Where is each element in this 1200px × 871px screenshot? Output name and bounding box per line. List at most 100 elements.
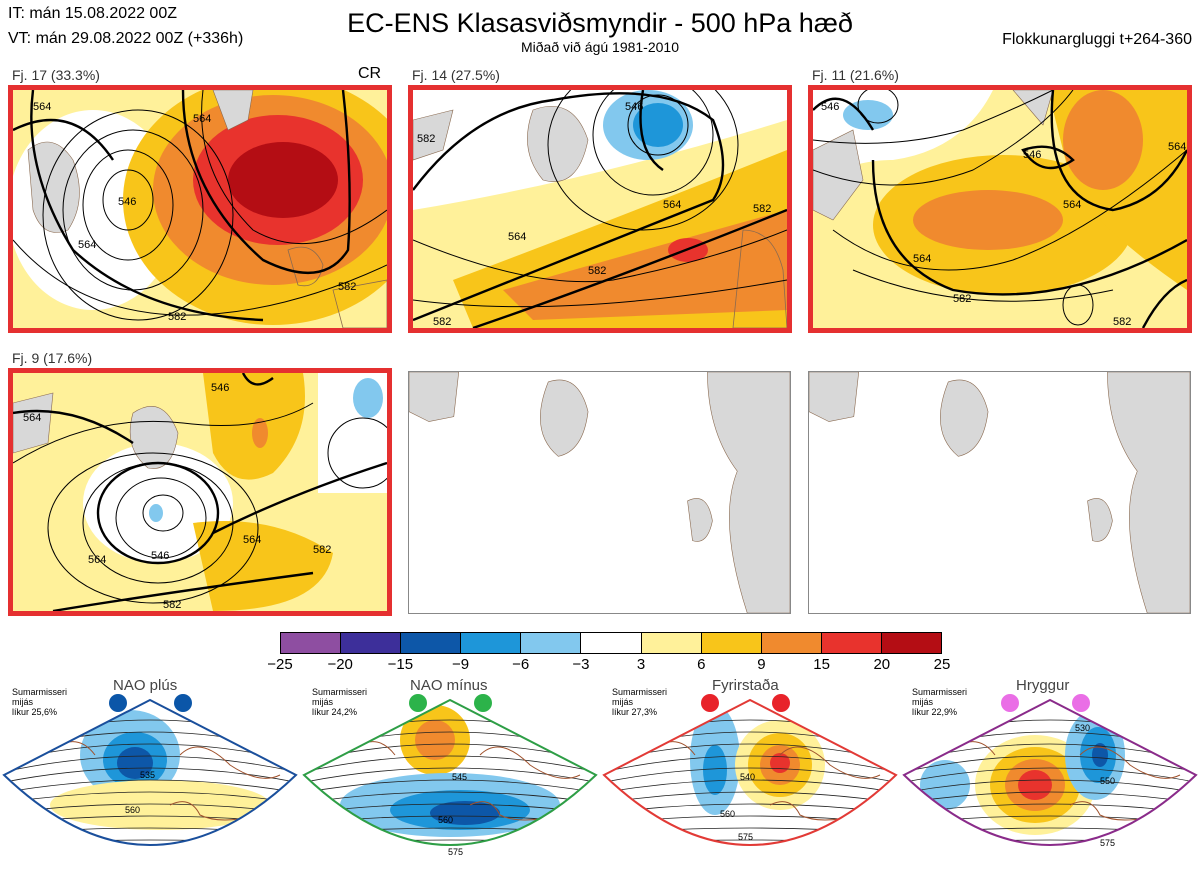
anomaly-blob [1092, 743, 1108, 767]
regime-fields [604, 705, 896, 845]
coastline [287, 246, 324, 287]
colorbar-swatch [761, 633, 822, 653]
contour-label: 564 [508, 231, 526, 243]
regime-nao-minus[interactable]: 545 560 575 NAO mínus Sumarmisseri mijás líkur… [300, 675, 600, 871]
contour-label: 560 [125, 805, 140, 815]
colorbar-swatch [641, 633, 702, 653]
anomaly-positive [1063, 90, 1143, 190]
height-contour [604, 755, 896, 776]
regime-outline [902, 698, 1198, 846]
clustering-window: Flokkunargluggi t+264-360 [1002, 31, 1192, 48]
contour-label: 582 [313, 544, 331, 556]
colorbar-swatch [581, 633, 642, 653]
contour-label: 530 [1075, 723, 1090, 733]
regime-marker [174, 694, 192, 712]
page-subtitle: Miðað við ágú 1981-2010 [520, 39, 679, 55]
colorbar-tick: −6 [512, 656, 530, 673]
contour-label: 550 [1100, 776, 1115, 786]
contour-label: 564 [243, 534, 261, 546]
anomaly-positive [252, 418, 268, 448]
empty-map-6-graphic [809, 372, 1190, 613]
colorbar-tick: −25 [267, 656, 293, 673]
cluster-map-2[interactable]: 546 582 564 564 582 582 582 [408, 85, 792, 333]
contour-label: 546 [118, 196, 136, 208]
anomaly-negative [149, 504, 163, 522]
height-contour [4, 767, 296, 786]
anomaly-negative [353, 378, 383, 418]
anomaly-blob [430, 801, 500, 825]
anomaly-blob [117, 747, 153, 779]
contour-label: 582 [1113, 316, 1131, 328]
regime-marker [474, 694, 492, 712]
regime-info: Sumarmisseri mijás líkur 22,9% [912, 687, 967, 717]
height-contours [13, 90, 387, 321]
regime-graphic: 530 550 575 [902, 694, 1198, 861]
contour-label: 564 [78, 239, 96, 251]
regime-info-line: mijás [312, 697, 334, 707]
height-contour [604, 779, 896, 796]
regime-marker [1072, 694, 1090, 712]
regime-graphic: 535 560 [2, 694, 298, 846]
contour-label: 560 [720, 809, 735, 819]
regime-nao-plus[interactable]: 535 560 NAO plús Sumarmisseri mijás líkur 25,… [0, 675, 300, 871]
cluster-map-1[interactable]: 564 546 564 582 582 564 [8, 85, 392, 333]
britain-land [1087, 498, 1113, 542]
contour-label: 546 [151, 550, 169, 562]
contour-label: 564 [1063, 199, 1081, 211]
regime-outline [602, 698, 898, 846]
valid-time: VT: mán 29.08.2022 00Z (+336h) [8, 30, 244, 47]
cluster-map-3[interactable]: 546 546 564 564 564 582 582 [808, 85, 1192, 333]
anomaly-blob [1015, 849, 1045, 861]
main-contours [413, 90, 787, 328]
main-contours [13, 373, 387, 611]
contour-label: 546 [211, 382, 229, 394]
regime-info-line: Sumarmisseri [912, 687, 968, 697]
contour-label: 545 [452, 772, 467, 782]
regime-blocking[interactable]: 540 560 575 Fyrirstaða Sumarmisseri mijás líku… [600, 675, 900, 871]
greenland-land [527, 105, 589, 182]
regime-info-line: mijás [612, 697, 634, 707]
contour-label: 540 [740, 772, 755, 782]
cluster-map-4[interactable]: 546 564 564 546 582 582 564 [8, 368, 392, 616]
regime-graphic: 540 560 575 [602, 694, 898, 846]
regime-outline [302, 698, 598, 846]
britain-land [687, 498, 713, 542]
anomaly-negative [633, 103, 683, 147]
land [409, 372, 460, 422]
colorbar-tick: −15 [387, 656, 414, 673]
cluster-map-2-graphic: 546 582 564 564 582 582 582 [413, 90, 787, 328]
regime-info-line: Sumarmisseri [12, 687, 68, 697]
colorbar-swatch [281, 633, 342, 653]
anomaly-blob [415, 720, 455, 760]
anomaly-max [228, 142, 338, 218]
regime-info-line: Sumarmisseri [612, 687, 668, 697]
main-contours [13, 90, 351, 322]
anomaly-positive [913, 190, 1063, 250]
contour-label: 582 [753, 203, 771, 215]
colorbar-swatch [461, 633, 522, 653]
colorbar-swatch [881, 633, 942, 653]
cluster-map-1-graphic: 564 546 564 582 582 564 [13, 90, 387, 328]
colorbar-tick: −9 [451, 656, 470, 673]
anomaly-blob [920, 760, 970, 810]
land [212, 90, 254, 131]
contour-label: 582 [953, 293, 971, 305]
regime-name: NAO plús [113, 677, 178, 694]
contour-label: 575 [448, 847, 463, 857]
regime-info-line: líkur 22,9% [912, 707, 958, 717]
regime-name: Fyrirstaða [712, 677, 779, 694]
colorbar-tick: 6 [697, 656, 706, 673]
regime-info-line: mijás [912, 697, 934, 707]
regime-info: Sumarmisseri mijás líkur 24,2% [312, 687, 367, 717]
height-contours [813, 90, 1187, 326]
empty-map-5 [408, 371, 791, 614]
regime-marker [409, 694, 427, 712]
colorbar-tick: −3 [572, 656, 590, 673]
regime-fields [904, 710, 1196, 861]
regime-ridge[interactable]: 530 550 575 Hryggur Sumarmisseri mijás líkur 2… [900, 675, 1200, 871]
colorbar-swatch [401, 633, 462, 653]
regime-name: Hryggur [1016, 677, 1070, 694]
contour-label: 564 [1168, 141, 1186, 153]
colorbar-swatch [521, 633, 582, 653]
height-contour [904, 779, 1196, 796]
